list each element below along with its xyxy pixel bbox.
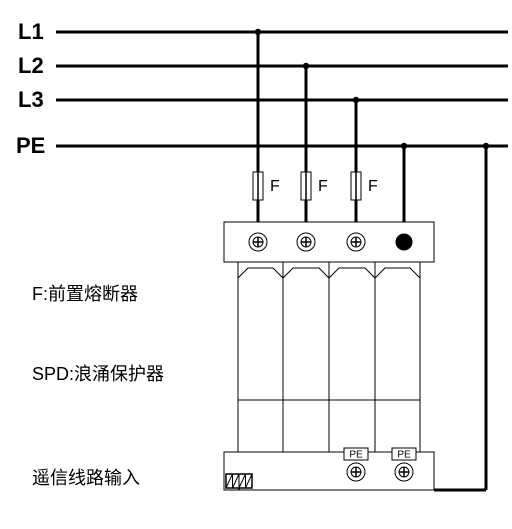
- bus-lines: L1 L2 L3 PE: [16, 19, 508, 158]
- fuse-label-l1: F: [270, 178, 280, 195]
- bus-label-l1: L1: [18, 19, 44, 44]
- legend-item-1: F:前置熔断器: [32, 284, 138, 304]
- legend-item-2: SPD:浪涌保护器: [32, 364, 164, 384]
- spd-device: PE PE: [224, 222, 434, 490]
- bus-label-l2: L2: [18, 53, 44, 78]
- legend: F:前置熔断器 SPD:浪涌保护器遥信线路输入: [32, 284, 164, 488]
- bus-label-l3: L3: [18, 87, 44, 112]
- fuse-label-l3: F: [368, 178, 378, 195]
- pe-label-1: PE: [349, 450, 363, 461]
- bus-label-pe: PE: [16, 133, 45, 158]
- legend-item-3: 遥信线路输入: [32, 468, 140, 488]
- top-hole: [396, 234, 412, 250]
- fuse-label-l2: F: [318, 178, 328, 195]
- pe-label-2: PE: [397, 450, 411, 461]
